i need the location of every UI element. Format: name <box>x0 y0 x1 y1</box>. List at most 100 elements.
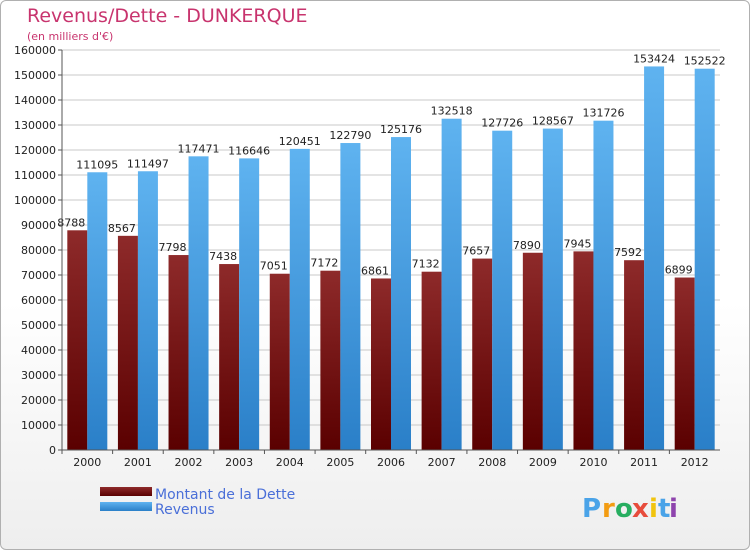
logo-letter: i <box>649 494 658 524</box>
y-tick-label: 30000 <box>21 369 56 382</box>
y-axis-ticks: 0 10000 20000 30000 40000 50000 60000 70000 8000… <box>14 44 62 457</box>
legend-label-debt: Montant de la Dette <box>155 487 295 503</box>
x-tick-label: 2000 <box>73 456 101 469</box>
y-tick-label: 100000 <box>14 194 56 207</box>
debt-bar <box>168 255 189 450</box>
debt-bar <box>371 278 391 450</box>
chart-subtitle: (en milliers d'€) <box>27 30 113 43</box>
data-label: 8567 <box>108 222 136 235</box>
debt-bar <box>472 258 493 450</box>
y-tick-label: 130000 <box>14 119 56 132</box>
chart-title: Revenus/Dette - DUNKERQUE <box>27 5 307 27</box>
y-tick-label: 110000 <box>14 169 56 182</box>
x-axis-ticks: 2000 2001 2002 2003 2004 2005 2006 2007 2008 2009… <box>61 450 709 469</box>
data-label: 152522 <box>684 55 726 68</box>
logo-letter: r <box>602 494 615 524</box>
data-label: 111095 <box>76 158 118 171</box>
data-label: 128567 <box>532 115 574 128</box>
data-label: 131726 <box>582 107 624 120</box>
logo-letter: x <box>632 494 649 524</box>
data-label: 7438 <box>209 250 237 263</box>
revenue-bar <box>644 66 665 450</box>
data-label: 116646 <box>228 144 270 157</box>
debt-bar <box>624 260 645 450</box>
revenue-bar <box>137 171 158 450</box>
data-label: 120451 <box>279 135 321 148</box>
logo-letter: i <box>669 494 678 524</box>
x-tick-label: 2009 <box>529 456 557 469</box>
data-label: 153424 <box>633 52 675 65</box>
x-tick-label: 2005 <box>326 456 354 469</box>
x-tick-label: 2001 <box>124 456 152 469</box>
x-tick-label: 2007 <box>428 456 456 469</box>
legend-label-revenue: Revenus <box>155 502 215 518</box>
logo-letter: t <box>658 494 670 524</box>
revenue-bar <box>188 156 209 450</box>
data-label: 7890 <box>513 239 541 252</box>
debt-bar <box>674 277 695 450</box>
y-tick-label: 80000 <box>21 244 56 257</box>
revenue-bar <box>289 148 310 450</box>
revenue-bar <box>391 137 411 450</box>
debt-bar <box>320 270 341 450</box>
data-label: 132518 <box>431 105 473 118</box>
bars <box>67 66 715 450</box>
debt-bar <box>67 230 88 450</box>
data-label: 7592 <box>614 246 642 259</box>
y-tick-label: 90000 <box>21 219 56 232</box>
revenue-bar <box>492 130 513 450</box>
revenue-bar <box>694 68 715 450</box>
x-tick-label: 2004 <box>276 456 304 469</box>
y-tick-label: 60000 <box>21 294 56 307</box>
y-tick-label: 10000 <box>21 419 56 432</box>
data-label: 125176 <box>380 123 422 136</box>
data-label: 111497 <box>127 157 169 170</box>
y-tick-label: 20000 <box>21 394 56 407</box>
x-tick-label: 2008 <box>478 456 506 469</box>
x-tick-label: 2002 <box>175 456 203 469</box>
debt-bar <box>269 273 290 450</box>
x-tick-label: 2011 <box>630 456 658 469</box>
debt-bar <box>522 252 543 450</box>
y-tick-label: 40000 <box>21 344 56 357</box>
x-tick-label: 2006 <box>377 456 405 469</box>
data-label: 6899 <box>665 264 693 277</box>
legend: Montant de la Dette Revenus <box>100 487 295 518</box>
data-label: 7798 <box>159 241 187 254</box>
data-label: 117471 <box>178 142 220 155</box>
legend-swatch-debt <box>100 487 152 496</box>
debt-bar <box>117 235 138 450</box>
logo-letter: o <box>615 494 633 524</box>
data-label: 7945 <box>563 237 591 250</box>
legend-swatch-revenue <box>100 502 152 511</box>
y-tick-label: 120000 <box>14 144 56 157</box>
data-label: 122790 <box>329 129 371 142</box>
x-tick-label: 2012 <box>681 456 709 469</box>
y-tick-label: 150000 <box>14 69 56 82</box>
y-tick-label: 70000 <box>21 269 56 282</box>
debt-bar <box>573 251 594 450</box>
data-label: 8788 <box>57 216 85 229</box>
y-tick-label: 50000 <box>21 319 56 332</box>
x-tick-label: 2003 <box>225 456 253 469</box>
data-label: 127726 <box>481 117 523 130</box>
data-label: 7172 <box>310 257 338 270</box>
revenue-bar <box>542 128 563 450</box>
y-tick-label: 0 <box>49 444 56 457</box>
debt-bar <box>219 264 240 450</box>
data-label: 6861 <box>361 264 389 277</box>
y-tick-label: 160000 <box>14 44 56 57</box>
revenue-bar <box>593 120 614 450</box>
y-tick-label: 140000 <box>14 94 56 107</box>
data-label: 7051 <box>260 260 288 273</box>
revenue-bar <box>87 172 108 450</box>
logo-letter: P <box>582 494 601 524</box>
revenue-bar <box>239 158 260 450</box>
data-labels: 8788 111095 8567 111497 7798 117471 7438 116646… <box>57 52 725 277</box>
data-label: 7132 <box>412 258 440 271</box>
data-label: 7657 <box>462 245 490 258</box>
revenue-bar <box>340 143 361 450</box>
x-tick-label: 2010 <box>579 456 607 469</box>
